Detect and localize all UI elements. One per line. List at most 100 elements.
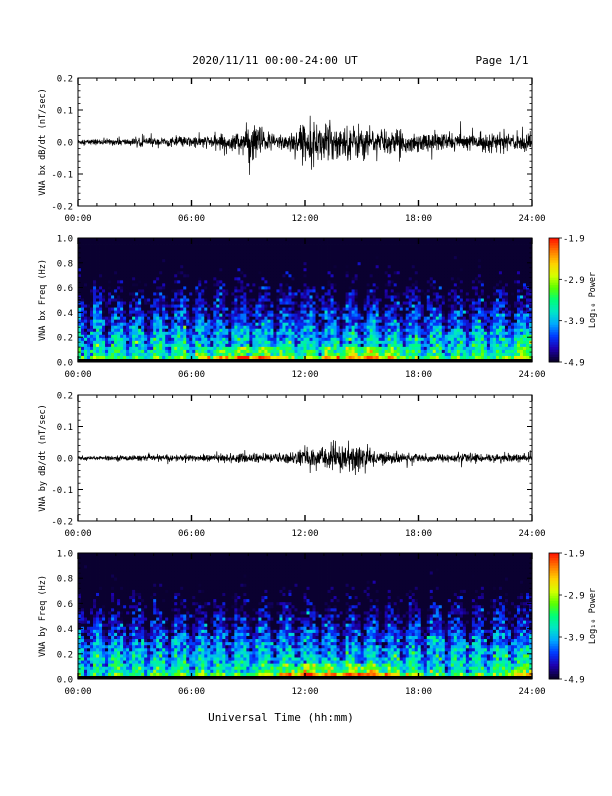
heatmap-cell xyxy=(192,289,195,292)
heatmap-cell xyxy=(78,314,81,317)
heatmap-cell xyxy=(240,280,243,283)
heatmap-cell xyxy=(310,317,313,320)
heatmap-cell xyxy=(334,295,337,298)
heatmap-cell xyxy=(189,347,192,350)
heatmap-cell xyxy=(138,265,141,268)
heatmap-cell xyxy=(267,335,270,338)
heatmap-cell xyxy=(222,289,225,292)
heatmap-cell xyxy=(159,323,162,326)
heatmap-cell xyxy=(415,338,418,341)
heatmap-cell xyxy=(192,317,195,320)
heatmap-cell xyxy=(276,268,279,271)
heatmap-cell xyxy=(189,311,192,314)
heatmap-cell xyxy=(385,292,388,295)
heatmap-cell xyxy=(412,344,415,347)
heatmap-cell xyxy=(288,268,291,271)
heatmap-cell xyxy=(195,262,198,265)
heatmap-cell xyxy=(424,305,427,308)
heatmap-cell xyxy=(310,286,313,289)
heatmap-cell xyxy=(403,238,406,241)
heatmap-cell xyxy=(421,274,424,277)
heatmap-cell xyxy=(132,259,135,262)
heatmap-cell xyxy=(228,286,231,289)
heatmap-cell xyxy=(186,274,189,277)
heatmap-cell xyxy=(376,329,379,332)
heatmap-cell xyxy=(337,289,340,292)
heatmap-cell xyxy=(234,295,237,298)
heatmap-cell xyxy=(186,329,189,332)
heatmap-cell xyxy=(81,286,84,289)
heatmap-cell xyxy=(123,298,126,301)
heatmap-cell xyxy=(210,253,213,256)
heatmap-cell xyxy=(367,259,370,262)
heatmap-cell xyxy=(249,302,252,305)
heatmap-cell xyxy=(364,244,367,247)
heatmap-cell xyxy=(132,332,135,335)
heatmap-cell xyxy=(406,311,409,314)
heatmap-cell xyxy=(340,280,343,283)
heatmap-cell xyxy=(273,265,276,268)
heatmap-cell xyxy=(207,289,210,292)
heatmap-cell xyxy=(174,338,177,341)
heatmap-cell xyxy=(310,350,313,353)
heatmap-cell xyxy=(415,268,418,271)
heatmap-cell xyxy=(358,259,361,262)
heatmap-cell xyxy=(93,289,96,292)
heatmap-cell xyxy=(243,241,246,244)
heatmap-cell xyxy=(346,262,349,265)
heatmap-cell xyxy=(126,283,129,286)
heatmap-cell xyxy=(358,338,361,341)
y-tick-label: 0.2 xyxy=(57,75,73,85)
heatmap-cell xyxy=(246,277,249,280)
heatmap-cell xyxy=(340,311,343,314)
heatmap-cell xyxy=(189,314,192,317)
heatmap-cell xyxy=(153,244,156,247)
heatmap-cell xyxy=(93,259,96,262)
heatmap-cell xyxy=(159,311,162,314)
heatmap-cell xyxy=(228,314,231,317)
heatmap-cell xyxy=(264,244,267,247)
heatmap-cell xyxy=(99,268,102,271)
heatmap-cell xyxy=(240,253,243,256)
heatmap-cell xyxy=(252,280,255,283)
heatmap-cell xyxy=(307,274,310,277)
heatmap-cell xyxy=(93,332,96,335)
heatmap-cell xyxy=(412,241,415,244)
heatmap-cell xyxy=(300,329,303,332)
heatmap-cell xyxy=(210,241,213,244)
heatmap-cell xyxy=(415,277,418,280)
heatmap-cell xyxy=(171,277,174,280)
heatmap-cell xyxy=(222,302,225,305)
heatmap-cell xyxy=(385,350,388,353)
heatmap-cell xyxy=(406,253,409,256)
heatmap-cell xyxy=(370,286,373,289)
heatmap-cell xyxy=(382,280,385,283)
heatmap-cell xyxy=(237,308,240,311)
heatmap-cell xyxy=(300,320,303,323)
heatmap-cell xyxy=(270,253,273,256)
heatmap-cell xyxy=(406,250,409,253)
heatmap-cell xyxy=(276,250,279,253)
heatmap-cell xyxy=(319,332,322,335)
heatmap-cell xyxy=(261,283,264,286)
heatmap-cell xyxy=(421,268,424,271)
heatmap-cell xyxy=(144,347,147,350)
heatmap-cell xyxy=(340,286,343,289)
heatmap-cell xyxy=(349,344,352,347)
heatmap-cell xyxy=(346,256,349,259)
heatmap-cell xyxy=(159,274,162,277)
heatmap-cell xyxy=(300,271,303,274)
heatmap-cell xyxy=(216,311,219,314)
heatmap-cell xyxy=(364,323,367,326)
heatmap-cell xyxy=(192,320,195,323)
heatmap-cell xyxy=(322,314,325,317)
heatmap-cell xyxy=(135,262,138,265)
heatmap-cell xyxy=(294,253,297,256)
heatmap-cell xyxy=(183,353,186,356)
heatmap-cell xyxy=(340,338,343,341)
heatmap-cell xyxy=(418,298,421,301)
heatmap-cell xyxy=(177,353,180,356)
heatmap-cell xyxy=(388,329,391,332)
heatmap-cell xyxy=(126,329,129,332)
heatmap-cell xyxy=(180,253,183,256)
